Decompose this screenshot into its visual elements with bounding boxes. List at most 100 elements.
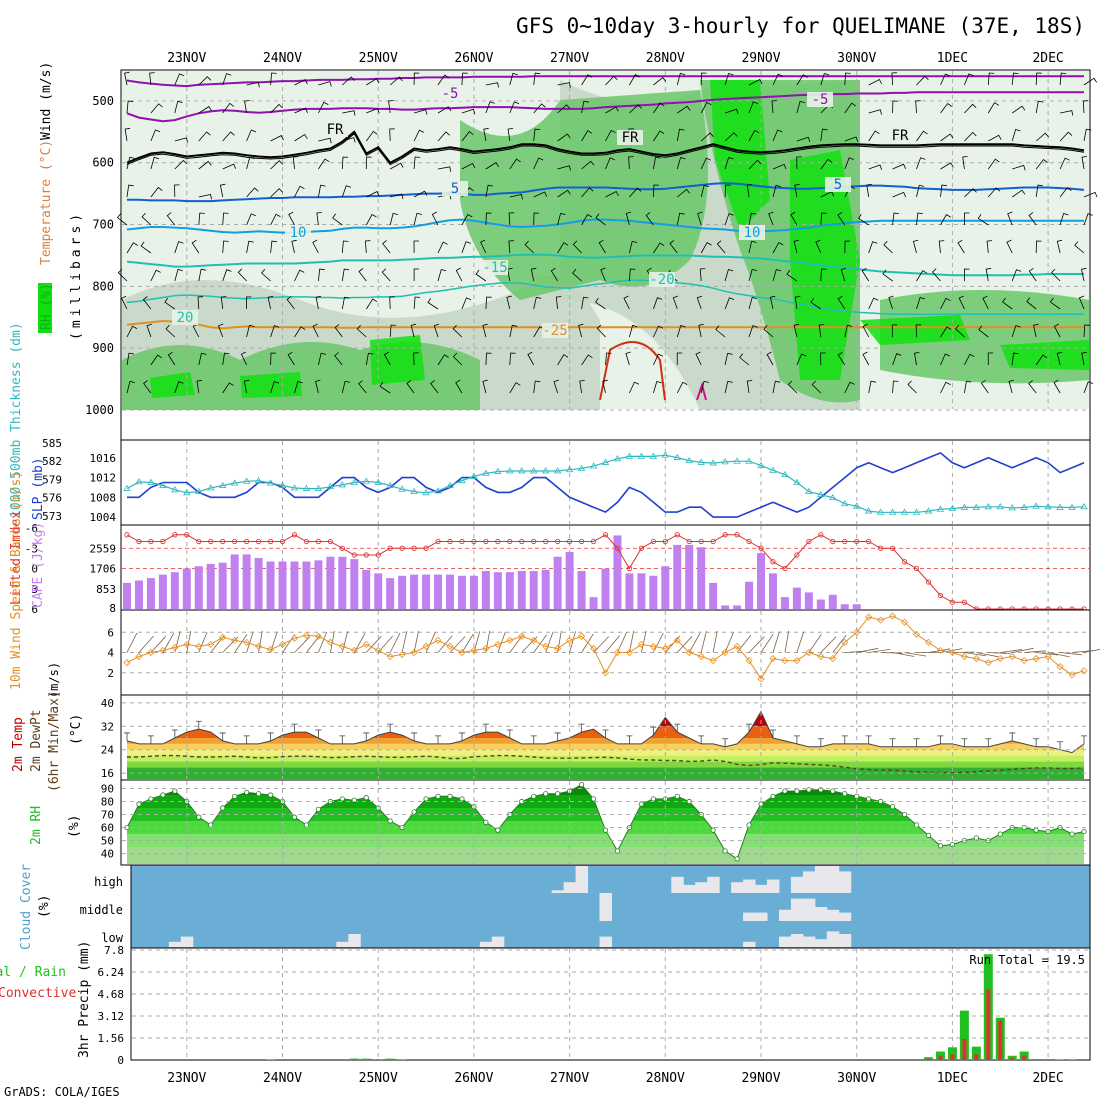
wind-barb bbox=[598, 239, 606, 254]
rh2m-point bbox=[531, 793, 537, 799]
cape-bar bbox=[278, 561, 287, 609]
cape-bar bbox=[553, 556, 562, 609]
li-point bbox=[830, 538, 836, 545]
rh2m-label: 2m RH bbox=[29, 806, 44, 845]
wind-barb bbox=[1081, 351, 1087, 366]
top-date-label: 24NOV bbox=[263, 51, 302, 66]
wind-barb bbox=[437, 354, 449, 366]
rh2m-point bbox=[495, 827, 501, 833]
wind-barb bbox=[700, 242, 712, 254]
wind-barb bbox=[820, 268, 827, 282]
wind-barb bbox=[533, 157, 544, 170]
wind10m-barb bbox=[964, 652, 987, 657]
wind-barb bbox=[530, 267, 537, 282]
wind-barb bbox=[748, 159, 762, 170]
cape-bar bbox=[613, 535, 622, 609]
li-point bbox=[901, 559, 908, 565]
wind10m-speed-point bbox=[936, 646, 945, 655]
rh2m-point bbox=[555, 791, 561, 797]
wind-barb bbox=[653, 102, 665, 114]
li-point bbox=[770, 559, 776, 565]
wind-barb bbox=[318, 137, 332, 144]
wind-barb bbox=[891, 324, 898, 338]
wind-barb bbox=[198, 212, 205, 226]
li-point bbox=[124, 532, 130, 538]
wind-barb bbox=[557, 212, 566, 226]
wind10m-barb bbox=[724, 632, 734, 653]
wind-barb bbox=[676, 352, 683, 366]
wind-barb bbox=[126, 325, 138, 338]
cape-bar bbox=[410, 574, 419, 609]
wind-barb bbox=[892, 212, 899, 226]
wind-barb bbox=[940, 326, 952, 338]
wind-barb bbox=[533, 103, 546, 114]
wind10m-speed-point bbox=[542, 642, 550, 650]
wind-barb bbox=[796, 353, 807, 366]
wind10m-speed-point bbox=[829, 655, 837, 663]
temp-color-band bbox=[127, 761, 1084, 768]
rh2m-point bbox=[172, 788, 178, 794]
rh2m-point bbox=[423, 796, 429, 802]
li-point bbox=[734, 532, 740, 538]
wind-barb bbox=[716, 240, 726, 254]
pressure-tick-label: 500 bbox=[92, 94, 114, 108]
wind-barb bbox=[533, 191, 548, 198]
li-point bbox=[698, 538, 704, 545]
wind-barb bbox=[246, 156, 255, 170]
top-date-label: 1DEC bbox=[937, 51, 968, 66]
wind10m-barb bbox=[772, 631, 780, 653]
temp-minmax-bar bbox=[291, 723, 298, 733]
wind10m-label: 10m Wind Speed & Barbs (m/s) bbox=[9, 471, 24, 690]
wind-barb bbox=[907, 380, 917, 394]
wind-barb bbox=[550, 267, 558, 282]
wind10m-speed-point bbox=[183, 640, 191, 648]
rh2m-point bbox=[148, 796, 154, 802]
wind10m-speed-point bbox=[1056, 663, 1064, 671]
wind-barb bbox=[294, 185, 305, 198]
wind-barb bbox=[461, 213, 473, 226]
wind-barb bbox=[341, 268, 350, 282]
wind-barb bbox=[595, 213, 606, 226]
wind10m-barb bbox=[665, 635, 681, 653]
thickness-point bbox=[218, 481, 227, 488]
cloud-cell-low bbox=[168, 941, 182, 947]
wind-barb bbox=[1053, 379, 1061, 394]
wind10m-barb bbox=[712, 630, 718, 653]
wind-barb bbox=[437, 166, 452, 172]
temp-minmax-bar bbox=[219, 732, 226, 741]
wind-barb bbox=[629, 74, 640, 86]
pressure-tick-label: 700 bbox=[92, 218, 114, 232]
temp-minmax-bar bbox=[195, 720, 202, 730]
wind-barb bbox=[318, 81, 332, 87]
wind10m-speed-point bbox=[290, 634, 299, 642]
wind-barb bbox=[625, 351, 631, 366]
wind10m-speed-point bbox=[518, 632, 526, 640]
temperature-contour-t20 bbox=[126, 279, 1084, 315]
wind-barb bbox=[150, 103, 163, 114]
wind10m-barb bbox=[1036, 652, 1059, 656]
wind-barb bbox=[1059, 131, 1073, 142]
wind-barb bbox=[772, 380, 781, 394]
cloud-cell-high bbox=[707, 876, 720, 893]
wind-barb bbox=[772, 184, 781, 198]
cape-bar bbox=[386, 578, 395, 609]
cape-bar bbox=[374, 573, 383, 609]
wind-barb bbox=[987, 72, 995, 86]
precip-tick-label: 4.68 bbox=[98, 988, 125, 1001]
wind-barb bbox=[697, 211, 703, 226]
cape-tick-label: 8 bbox=[109, 602, 116, 615]
li-point bbox=[363, 552, 369, 558]
wind10m-speed-point bbox=[219, 633, 227, 641]
wind-barb bbox=[1083, 77, 1098, 86]
cape-bar bbox=[601, 568, 610, 609]
wind-barb bbox=[198, 268, 207, 282]
wind10m-barb bbox=[820, 636, 837, 653]
wind-barb bbox=[676, 212, 685, 226]
wind-barb bbox=[1060, 110, 1074, 116]
precip-tick-label: 3.12 bbox=[98, 1010, 125, 1023]
wind-barb bbox=[985, 267, 992, 282]
thickness-point bbox=[589, 462, 598, 469]
thickness-point bbox=[888, 508, 897, 515]
wind-barb bbox=[820, 212, 827, 226]
